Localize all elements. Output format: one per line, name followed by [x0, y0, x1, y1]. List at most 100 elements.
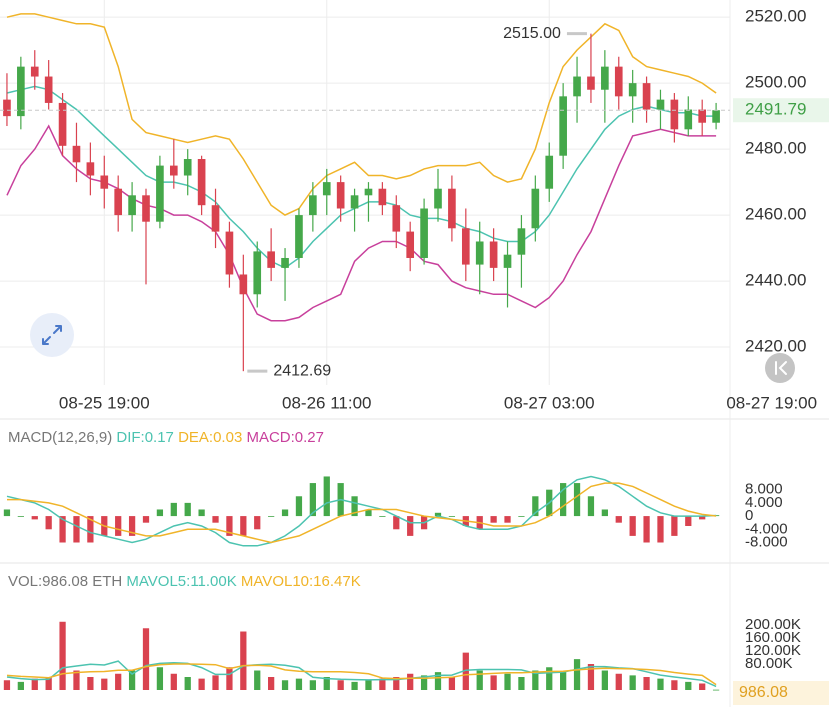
max-label: 2515.00: [503, 25, 561, 42]
macd-bar: [532, 496, 539, 517]
macd-bar: [407, 516, 414, 536]
candle-body: [267, 251, 275, 268]
candle-body: [114, 188, 123, 216]
macd-bar: [226, 516, 233, 536]
volume-bar: [629, 675, 636, 690]
collapse-button[interactable]: [765, 353, 795, 383]
macd-bar: [295, 496, 303, 517]
macd-bar: [170, 502, 177, 517]
candle-body: [3, 99, 11, 117]
volume-bar: [490, 675, 497, 690]
candle-body: [684, 109, 693, 130]
candle-body: [670, 99, 679, 130]
macd-line: [7, 482, 717, 544]
volume-bar: [156, 667, 164, 690]
macd-bar: [156, 509, 164, 517]
macd-bar: [448, 516, 456, 517]
candle-body: [656, 99, 665, 110]
volume-bar: [420, 675, 428, 690]
y-tick-label: 2480.00: [745, 139, 806, 158]
x-tick-label: 08-27 19:00: [726, 393, 817, 412]
volume-bar: [73, 670, 80, 690]
expand-icon[interactable]: [42, 325, 62, 345]
x-tick-label: 08-27 03:00: [504, 393, 595, 412]
volume-bar: [365, 680, 372, 690]
x-tick-label: 08-26 11:00: [282, 393, 371, 412]
candle-body: [350, 195, 359, 209]
volume-bar: [407, 673, 414, 690]
candle-body: [86, 162, 95, 176]
volume-bar: [699, 683, 706, 690]
macd-bar: [323, 476, 330, 517]
expand-button[interactable]: [30, 313, 74, 357]
y-tick-label: -4.000: [745, 520, 788, 537]
volume-bar: [268, 677, 275, 690]
volume-bar: [573, 659, 581, 690]
volume-bar: [504, 673, 511, 690]
volume-bar: [587, 664, 595, 690]
volume-bar: [337, 680, 344, 690]
macd-bar: [643, 516, 650, 543]
volume-bar: [671, 680, 678, 690]
macd-bar: [184, 502, 191, 517]
macd-bar: [657, 516, 664, 543]
volume-bar: [281, 680, 289, 690]
x-tick-label: 08-25 19:00: [59, 393, 150, 412]
volume-bar: [685, 681, 692, 690]
candle-body: [156, 165, 164, 222]
candle-body: [58, 102, 67, 146]
band-line: [6, 124, 717, 322]
volume-bar: [87, 677, 94, 690]
candle-body: [225, 231, 234, 275]
candle-body: [197, 159, 206, 206]
volume-bar: [3, 680, 11, 690]
candle-body: [434, 188, 442, 209]
candle-body: [211, 205, 220, 232]
volume-bar: [59, 621, 66, 690]
volume-bar: [45, 677, 52, 690]
macd-legend: MACD(12,26,9) DIF:0.17 DEA:0.03 MACD:0.2…: [8, 429, 324, 446]
y-tick-label: 2440.00: [745, 271, 806, 290]
y-tick-label: 80.00K: [745, 655, 793, 672]
candle-body: [336, 182, 345, 209]
macd-bar: [87, 516, 94, 543]
candle-body: [322, 182, 331, 196]
macd-bar: [240, 516, 247, 536]
collapse-icon[interactable]: [775, 361, 787, 375]
y-tick-label: 4.000: [745, 494, 783, 511]
legend-entry: MAVOL10:16.47K: [241, 573, 361, 590]
volume-bar: [142, 628, 150, 690]
macd-bar: [671, 516, 678, 536]
macd-bar: [212, 516, 219, 523]
macd-bar: [45, 516, 52, 530]
volume-bar: [393, 677, 400, 690]
macd-bar: [142, 516, 150, 523]
candle-body: [614, 66, 623, 97]
candle-body: [72, 145, 81, 163]
volume-bar: [657, 678, 664, 690]
volume-bar: [212, 675, 219, 690]
last-volume-label: 986.08: [739, 684, 788, 701]
volume-bar: [615, 673, 622, 690]
macd-bar: [601, 509, 608, 517]
candle-body: [253, 251, 262, 295]
macd-bar: [198, 509, 205, 517]
macd-bar: [573, 483, 581, 517]
candle-body: [239, 274, 248, 295]
legend-entry: MACD:0.27: [246, 429, 324, 446]
candle-body: [475, 241, 484, 265]
expand-circle[interactable]: [30, 313, 74, 357]
volume-bar: [254, 670, 261, 690]
volume-bar: [170, 673, 177, 690]
candle-body: [295, 215, 303, 258]
candle-body: [448, 188, 456, 229]
volume-bar: [323, 677, 330, 690]
last-price-box: [733, 98, 829, 123]
macd-bar: [587, 496, 595, 517]
y-tick-label: 120.00K: [745, 642, 801, 659]
last-price-label: 2491.79: [745, 100, 806, 119]
y-tick-label: 160.00K: [745, 629, 801, 646]
candle-body: [573, 76, 581, 97]
macd-bar: [3, 509, 11, 517]
